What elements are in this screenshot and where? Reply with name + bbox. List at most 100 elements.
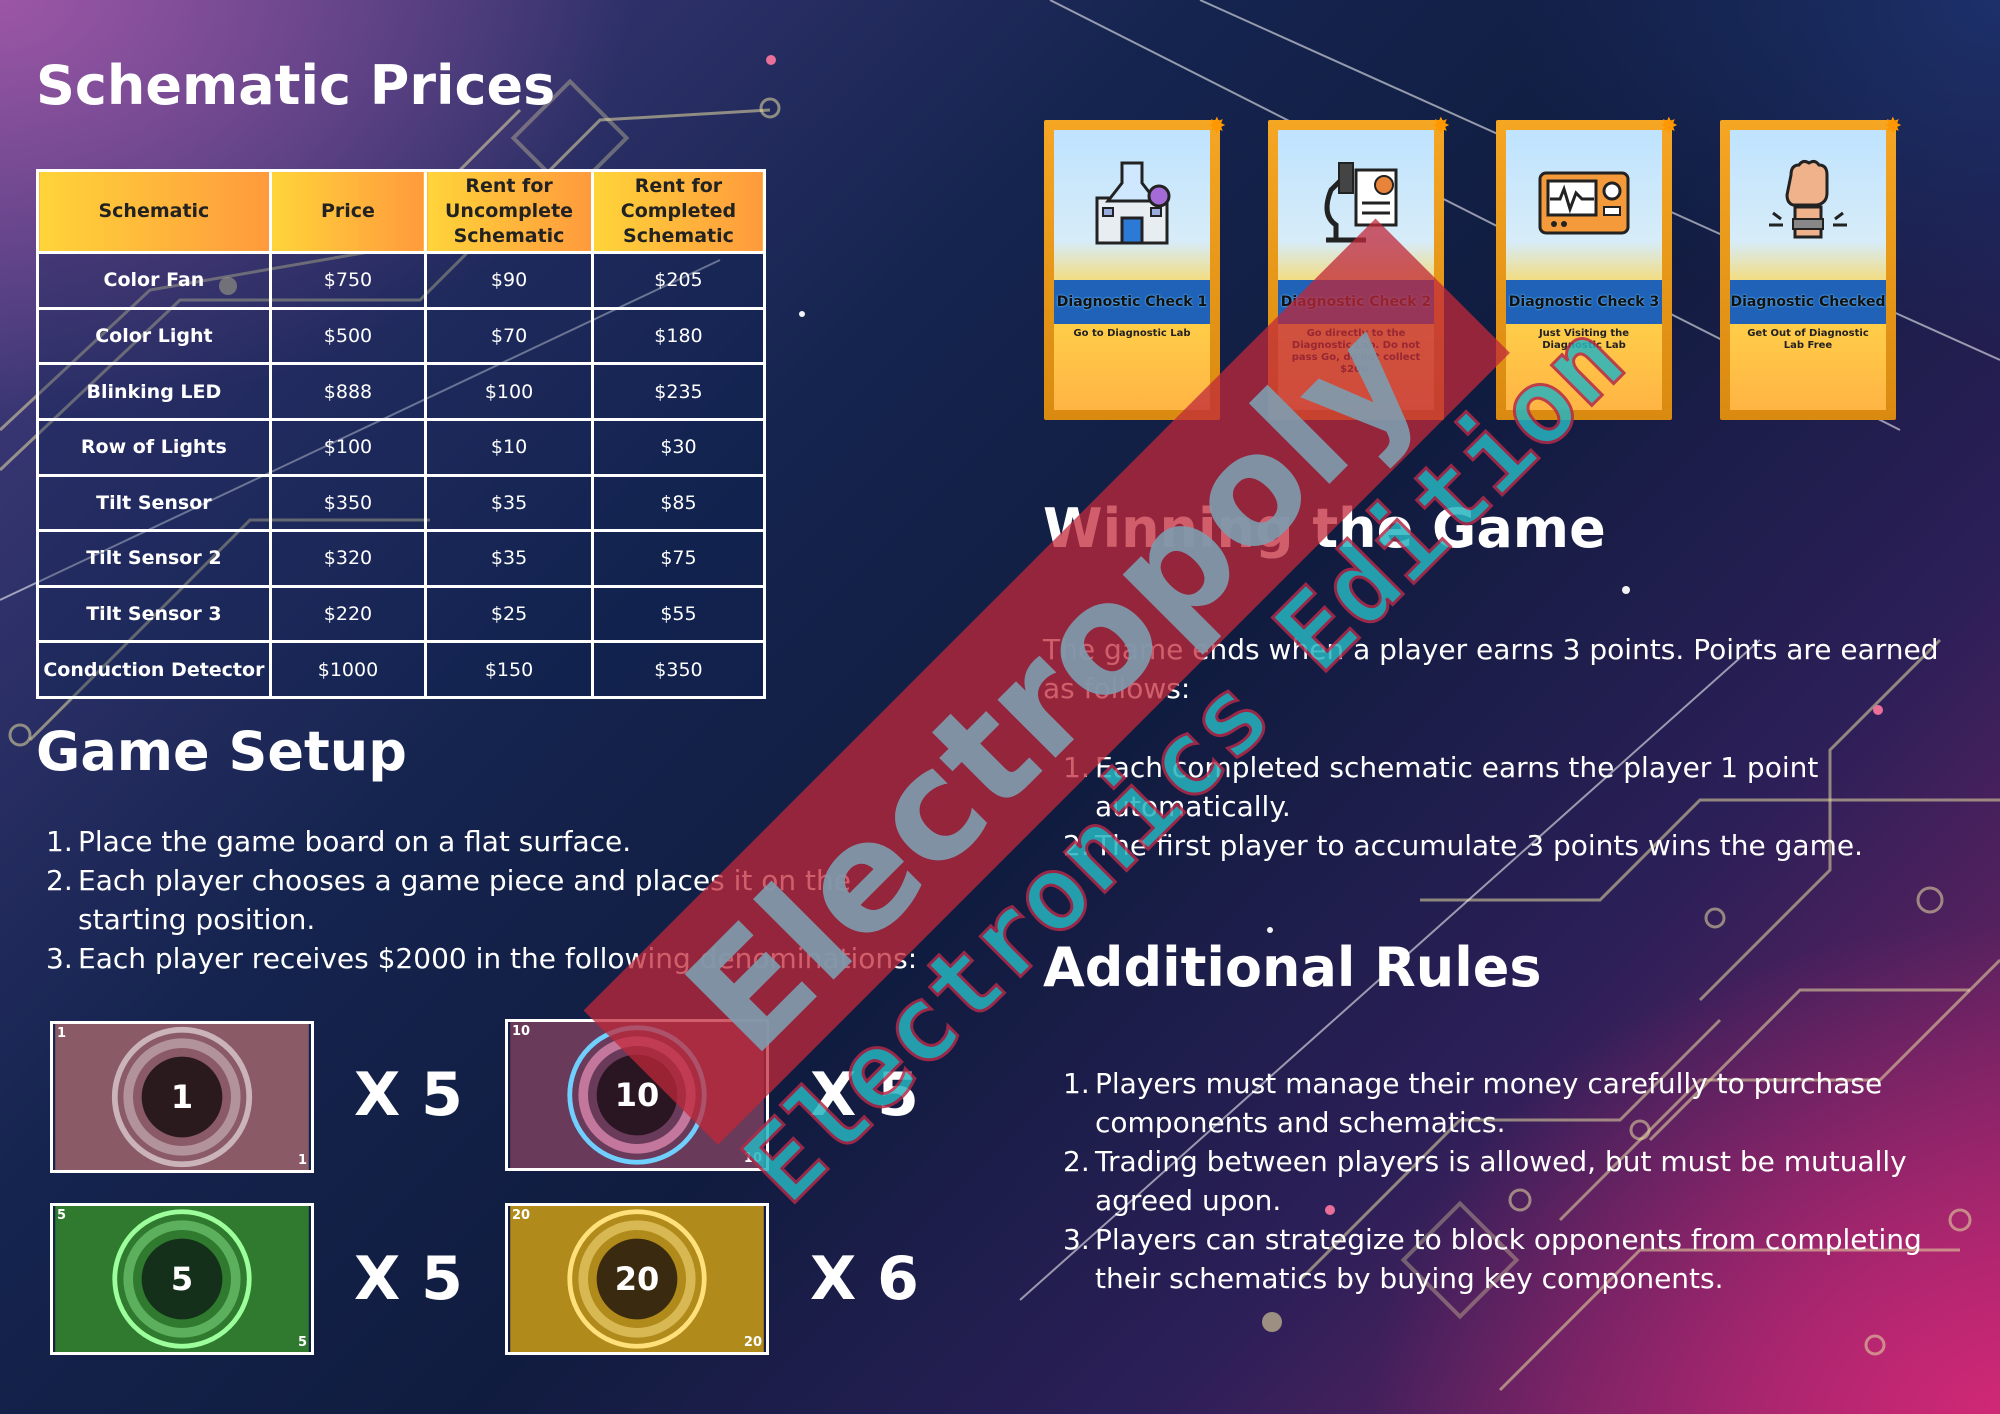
table-cell: $90	[424, 251, 594, 310]
table-row: Color Light $500 $70 $180	[36, 306, 767, 366]
additional-rules-list: 1. Players must manage their money carefu…	[1063, 1064, 1943, 1298]
table-cell: $100	[268, 417, 428, 477]
table-cell: $10	[424, 417, 594, 477]
table-row: Row of Lights $100 $10 $30	[36, 417, 767, 477]
table-row: Conduction Detector $1000 $150 $350	[36, 640, 767, 699]
schematic-prices-title: Schematic Prices	[36, 54, 556, 117]
list-item: 2. Trading between players is allowed, bu…	[1063, 1145, 1907, 1217]
bill-value: 20	[614, 1260, 660, 1298]
schematic-prices-table: Schematic Price Rent for Uncomplete Sche…	[36, 169, 767, 699]
table-cell: $75	[590, 529, 767, 588]
table-cell: $350	[268, 473, 428, 533]
sparkle-icon: ✸	[1883, 114, 1902, 139]
sparkle-icon: ✸	[1659, 114, 1678, 139]
setup-steps-list: 1. Place the game board on a flat surface…	[46, 822, 946, 978]
bill-value: 10	[614, 1076, 660, 1114]
sparkle-icon: ✸	[1431, 114, 1450, 139]
bill-face	[55, 1206, 309, 1352]
table-cell: $180	[590, 306, 767, 366]
table-cell: Row of Lights	[36, 417, 272, 477]
bill-quantity: X 5	[810, 1060, 919, 1130]
card-text: Just Visiting the Diagnostic Lab	[1538, 328, 1630, 351]
table-cell: Blinking LED	[36, 362, 272, 421]
bill-corner-value: 5	[297, 1335, 307, 1350]
list-item-text: Each player chooses a game piece and pla…	[78, 864, 851, 936]
table-row: Blinking LED $888 $100 $235	[36, 362, 767, 421]
bill-value: 1	[170, 1078, 194, 1116]
list-item: 1. Each completed schematic earns the pla…	[1063, 751, 1819, 823]
table-cell: $205	[590, 251, 767, 310]
diagnostic-card: Diagnostic Checked Get Out of Diagnostic…	[1720, 114, 1902, 420]
list-item-text: Each completed schematic earns the playe…	[1095, 751, 1819, 823]
table-header-row: Schematic Price Rent for Uncomplete Sche…	[36, 169, 767, 254]
card-title: Diagnostic Check 1	[1056, 294, 1208, 310]
oscilloscope-icon	[1538, 171, 1630, 234]
diagnostic-card: Diagnostic Check 2 Go directly to the Di…	[1268, 114, 1450, 420]
table-row: Tilt Sensor $350 $35 $85	[36, 473, 767, 533]
list-item: 2. The first player to accumulate 3 point…	[1063, 829, 1863, 862]
card-text: Go directly to the Diagnostic Lab. Do no…	[1291, 328, 1421, 375]
game-setup-title: Game Setup	[36, 720, 407, 783]
list-item-text: Trading between players is allowed, but …	[1095, 1145, 1907, 1217]
card-title: Diagnostic Check 2	[1280, 294, 1432, 310]
bill-corner-value: 10	[743, 1151, 762, 1166]
table-cell: Tilt Sensor 3	[36, 584, 272, 644]
bill-face	[55, 1024, 309, 1170]
bill-quantity: X 6	[810, 1244, 919, 1314]
table-cell: $35	[424, 473, 594, 533]
bill-corner-value: 20	[512, 1208, 531, 1223]
table-cell: $220	[268, 584, 428, 644]
broken-chain-fist-icon	[1769, 159, 1847, 239]
bill-corner-value: 5	[57, 1208, 67, 1223]
table-cell: $320	[268, 529, 428, 588]
table-cell: Color Light	[36, 306, 272, 366]
list-item: 2. Each player chooses a game piece and p…	[46, 864, 851, 936]
bill-quantity: X 5	[354, 1060, 463, 1130]
table-cell: $750	[268, 251, 428, 310]
card-text: Get Out of Diagnostic Lab Free	[1747, 328, 1869, 351]
list-item-text: Each player receives $2000 in the follow…	[78, 942, 918, 975]
table-cell: Color Fan	[36, 251, 272, 310]
laboratory-icon	[1095, 161, 1171, 244]
table-cell: $30	[590, 417, 767, 477]
table-cell: $1000	[268, 640, 428, 699]
list-item: 1. Place the game board on a flat surface…	[46, 825, 632, 858]
table-row: Tilt Sensor 2 $320 $35 $75	[36, 529, 767, 588]
table-row: Color Fan $750 $90 $205	[36, 251, 767, 310]
winning-title: Winning the Game	[1043, 497, 1606, 560]
bill-1: 1 1 1	[50, 1021, 314, 1173]
table-cell: Tilt Sensor	[36, 473, 272, 533]
winning-intro: The game ends when a player earns 3 poin…	[1043, 633, 1939, 705]
column-header: Price	[268, 169, 428, 254]
table-cell: $350	[590, 640, 767, 699]
column-header: Schematic	[36, 169, 272, 254]
card-title: Diagnostic Check 3	[1508, 294, 1660, 310]
table-row: Tilt Sensor 3 $220 $25 $55	[36, 584, 767, 644]
card-text: Go to Diagnostic Lab	[1073, 328, 1191, 339]
bill-corner-value: 1	[57, 1026, 67, 1041]
additional-rules-title: Additional Rules	[1043, 936, 1542, 999]
bill-face	[510, 1206, 764, 1352]
diagnostic-card: Diagnostic Check 1 Go to Diagnostic Lab …	[1044, 114, 1226, 420]
diagnostic-card: Diagnostic Check 3 Just Visiting the Dia…	[1496, 114, 1678, 420]
list-item-text: Place the game board on a flat surface.	[78, 825, 632, 858]
list-item: 3. Each player receives $2000 in the foll…	[46, 942, 918, 975]
table-cell: Conduction Detector	[36, 640, 272, 699]
bill-corner-value: 10	[512, 1024, 531, 1039]
bill-5: 5 5 5	[50, 1203, 314, 1355]
bill-10: 10 10 10	[505, 1019, 769, 1171]
bill-quantity: X 5	[354, 1244, 463, 1314]
sparkle-icon: ✸	[1207, 114, 1226, 139]
list-item-text: The first player to accumulate 3 points …	[1095, 829, 1863, 862]
list-item-text: Players can strategize to block opponent…	[1095, 1223, 1922, 1295]
bill-value: 5	[170, 1260, 194, 1298]
table-cell: $25	[424, 584, 594, 644]
list-item: 1. Players must manage their money carefu…	[1063, 1067, 1883, 1139]
table-cell: $235	[590, 362, 767, 421]
table-cell: $888	[268, 362, 428, 421]
table-cell: $70	[424, 306, 594, 366]
table-cell: $500	[268, 306, 428, 366]
list-item: 3. Players can strategize to block oppone…	[1063, 1223, 1922, 1295]
table-cell: $150	[424, 640, 594, 699]
winning-list: 1. Each completed schematic earns the pla…	[1063, 748, 1923, 865]
